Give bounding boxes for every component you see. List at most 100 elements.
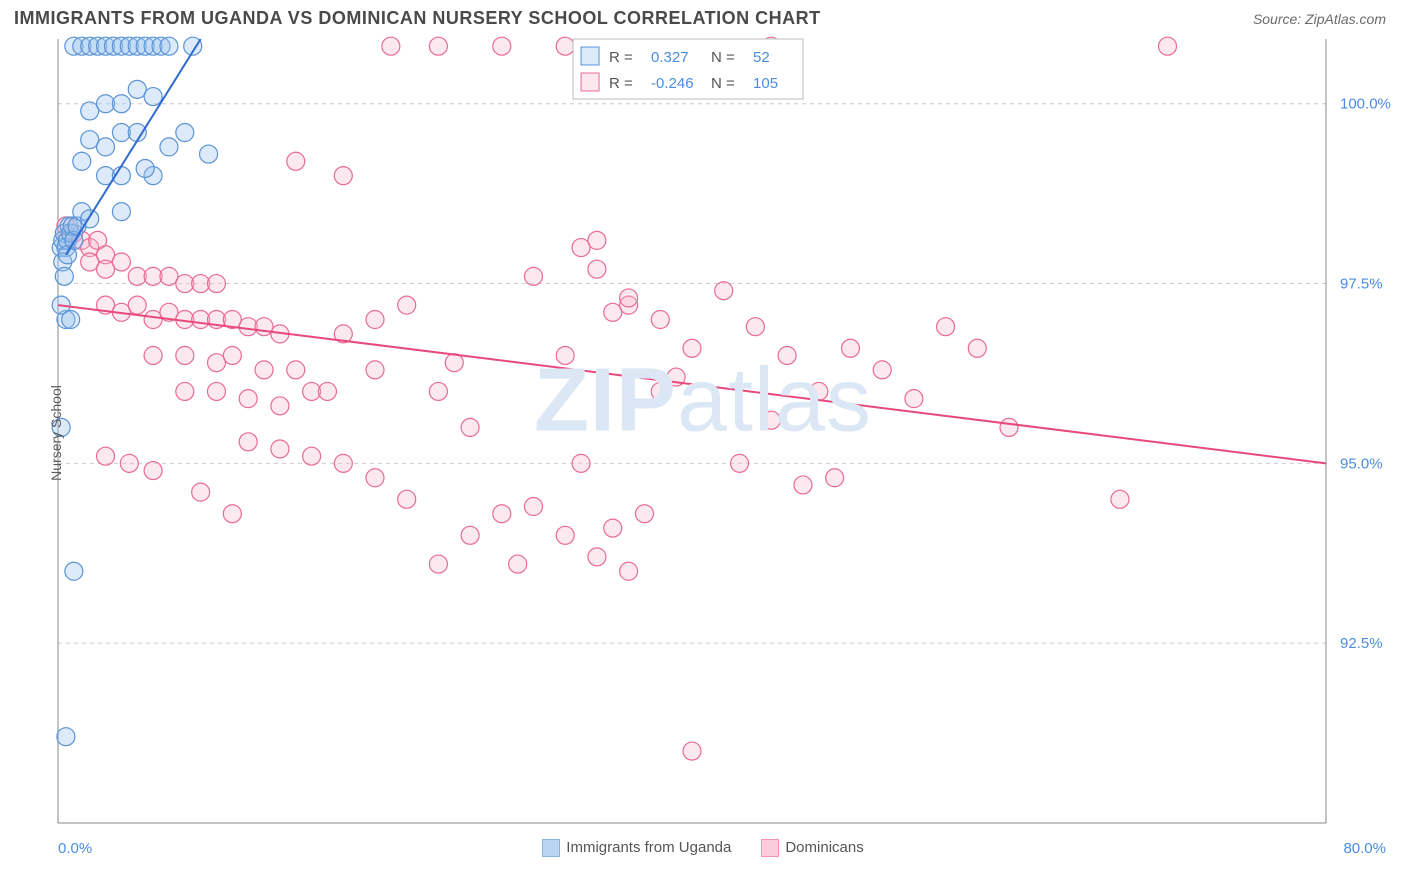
- data-point: [620, 289, 638, 307]
- data-point: [65, 562, 83, 580]
- data-point: [731, 454, 749, 472]
- data-point: [287, 361, 305, 379]
- data-point: [1000, 418, 1018, 436]
- data-point: [239, 390, 257, 408]
- data-point: [208, 382, 226, 400]
- data-point: [588, 548, 606, 566]
- data-point: [651, 311, 669, 329]
- data-point: [176, 382, 194, 400]
- data-point: [683, 742, 701, 760]
- data-point: [271, 397, 289, 415]
- data-point: [429, 555, 447, 573]
- data-point: [73, 152, 91, 170]
- data-point: [493, 505, 511, 523]
- data-point: [588, 231, 606, 249]
- data-point: [746, 318, 764, 336]
- data-point: [144, 88, 162, 106]
- data-point: [366, 361, 384, 379]
- data-point: [794, 476, 812, 494]
- data-point: [842, 339, 860, 357]
- data-point: [144, 346, 162, 364]
- data-point: [318, 382, 336, 400]
- data-point: [968, 339, 986, 357]
- data-point: [762, 411, 780, 429]
- scatter-plot: 92.5% 95.0% 97.5% 100.0% R = 0.327 N = 52 R = -0.…: [14, 33, 1392, 833]
- data-point: [160, 37, 178, 55]
- data-point: [176, 124, 194, 142]
- data-point: [97, 138, 115, 156]
- data-point: [334, 454, 352, 472]
- data-point: [826, 469, 844, 487]
- data-point: [200, 145, 218, 163]
- y-tick-label: 92.5%: [1340, 635, 1383, 652]
- x-tick-label: 0.0%: [58, 840, 92, 857]
- data-point: [55, 267, 73, 285]
- legend-top: R = 0.327 N = 52 R = -0.246 N = 105: [573, 39, 803, 99]
- data-point: [112, 95, 130, 113]
- svg-text:-0.246: -0.246: [651, 75, 694, 92]
- data-point: [1111, 490, 1129, 508]
- data-point: [572, 454, 590, 472]
- chart-source: Source: ZipAtlas.com: [1253, 11, 1386, 27]
- data-point: [556, 37, 574, 55]
- data-point: [461, 418, 479, 436]
- data-point: [112, 253, 130, 271]
- data-point: [905, 390, 923, 408]
- data-point: [271, 440, 289, 458]
- data-point: [635, 505, 653, 523]
- data-point: [398, 490, 416, 508]
- svg-text:0.327: 0.327: [651, 49, 689, 66]
- data-point: [97, 447, 115, 465]
- y-axis-label: Nursery School: [48, 385, 64, 481]
- data-point: [429, 382, 447, 400]
- data-point: [366, 311, 384, 329]
- data-point: [556, 526, 574, 544]
- data-point: [715, 282, 733, 300]
- data-point: [144, 462, 162, 480]
- data-point: [255, 361, 273, 379]
- data-point: [509, 555, 527, 573]
- data-point: [556, 346, 574, 364]
- y-tick-label: 100.0%: [1340, 96, 1391, 113]
- y-tick-label: 95.0%: [1340, 455, 1383, 472]
- data-point: [160, 138, 178, 156]
- legend-item: Immigrants from Uganda: [542, 839, 731, 857]
- data-point: [525, 498, 543, 516]
- data-point: [873, 361, 891, 379]
- data-point: [136, 159, 154, 177]
- data-point: [429, 37, 447, 55]
- data-point: [683, 339, 701, 357]
- data-point: [588, 260, 606, 278]
- x-tick-label: 80.0%: [1343, 840, 1386, 857]
- data-point: [239, 433, 257, 451]
- data-point: [57, 728, 75, 746]
- data-point: [334, 167, 352, 185]
- svg-text:N =: N =: [711, 49, 735, 66]
- y-tick-label: 97.5%: [1340, 276, 1383, 293]
- data-point: [810, 382, 828, 400]
- chart-title: IMMIGRANTS FROM UGANDA VS DOMINICAN NURS…: [14, 8, 821, 29]
- data-point: [62, 311, 80, 329]
- data-point: [176, 346, 194, 364]
- svg-text:R =: R =: [609, 75, 633, 92]
- data-point: [398, 296, 416, 314]
- data-point: [287, 152, 305, 170]
- data-point: [651, 382, 669, 400]
- svg-text:105: 105: [753, 75, 778, 92]
- data-point: [223, 505, 241, 523]
- legend-label: Immigrants from Uganda: [566, 839, 731, 856]
- svg-text:R =: R =: [609, 49, 633, 66]
- data-point: [525, 267, 543, 285]
- svg-text:52: 52: [753, 49, 770, 66]
- data-point: [120, 454, 138, 472]
- data-point: [223, 346, 241, 364]
- svg-text:N =: N =: [711, 75, 735, 92]
- data-point: [493, 37, 511, 55]
- data-point: [604, 303, 622, 321]
- data-point: [303, 447, 321, 465]
- data-point: [128, 296, 146, 314]
- data-point: [1159, 37, 1177, 55]
- legend-item: Dominicans: [761, 839, 863, 857]
- legend-label: Dominicans: [785, 839, 863, 856]
- data-point: [461, 526, 479, 544]
